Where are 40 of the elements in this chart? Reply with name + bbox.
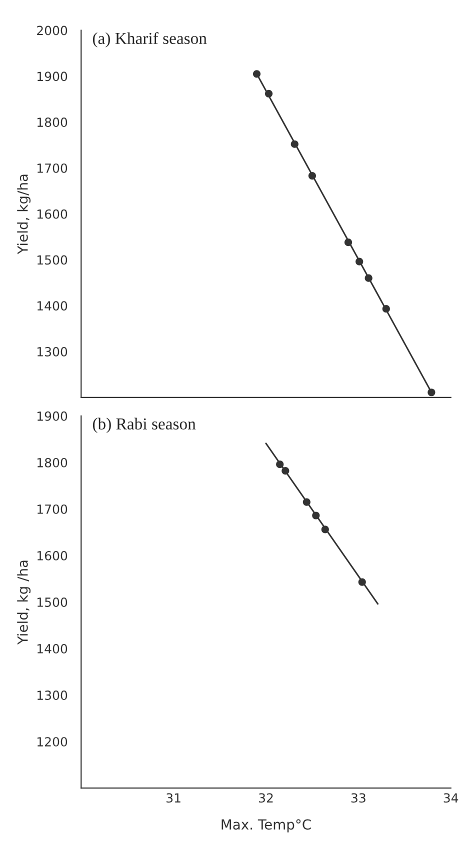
x-tick-label: 34 — [444, 793, 458, 803]
point — [428, 388, 436, 396]
point — [282, 467, 290, 475]
point — [321, 526, 329, 534]
y-tick-label: 1600 — [38, 550, 68, 560]
point — [364, 274, 372, 282]
point — [312, 512, 320, 520]
point — [382, 305, 390, 313]
point — [344, 238, 352, 246]
point — [356, 258, 364, 266]
point — [358, 578, 366, 586]
y-tick-label: 1400 — [38, 644, 68, 654]
point — [302, 498, 310, 506]
y-tick-label: 1800 — [38, 118, 68, 128]
y-tick-label: 1800 — [38, 458, 68, 468]
y-axis-title: Yield, kg /ha — [17, 560, 31, 645]
y-tick-label: 1400 — [38, 301, 68, 311]
x-tick-label: 33 — [351, 793, 366, 803]
point — [252, 70, 261, 78]
y-tick-label: 1300 — [38, 347, 68, 356]
chart-title: (a) Kharif season — [92, 32, 207, 48]
y-tick-label: 1200 — [38, 737, 68, 747]
y-tick-label: 1700 — [38, 504, 68, 514]
y-tick-label: 2000 — [37, 26, 68, 36]
y-tick-label: 1500 — [38, 255, 68, 265]
y-tick-label: 1500 — [38, 598, 68, 607]
x-tick-label: 31 — [166, 793, 180, 803]
point — [290, 140, 298, 148]
y-tick-label: 1900 — [38, 72, 68, 82]
chart-title: (b) Rabi season — [92, 418, 196, 433]
y-axis-title: Yield, kg/ha — [17, 174, 31, 254]
y-tick-label: 1700 — [38, 163, 68, 173]
y-tick-label: 1600 — [38, 209, 68, 219]
y-tick-label: 1300 — [38, 690, 68, 700]
x-tick-label: 32 — [258, 793, 273, 803]
point — [264, 90, 273, 98]
x-axis-title: Max. Temp°C — [222, 819, 311, 832]
point — [276, 460, 284, 468]
point — [308, 172, 316, 180]
y-tick-label: 1900 — [38, 411, 68, 421]
